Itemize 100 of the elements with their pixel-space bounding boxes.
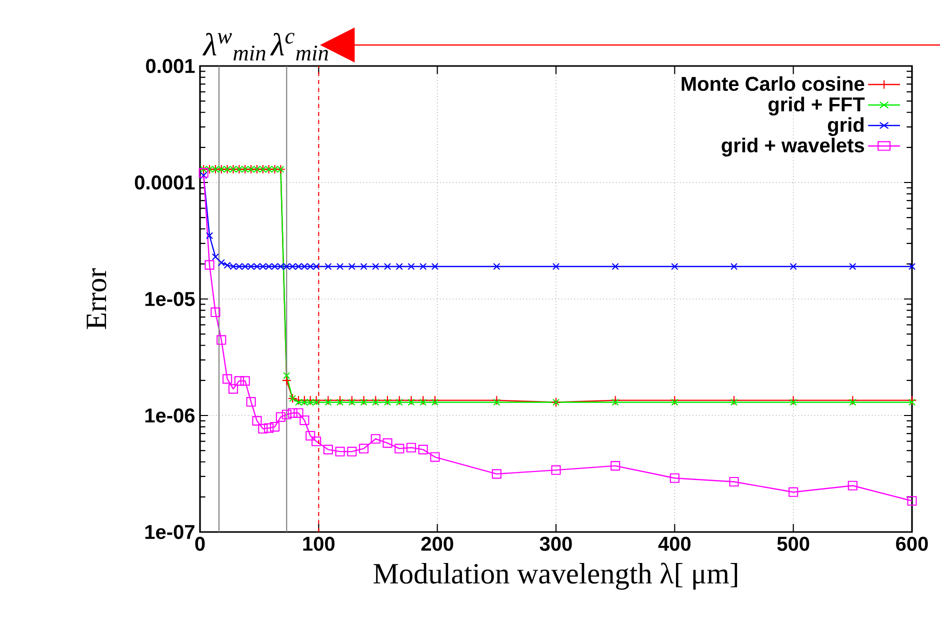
point [384,262,392,270]
point [671,262,678,270]
point [228,384,238,394]
point [790,262,797,270]
point [396,398,403,406]
point [848,480,858,490]
y-tick-label: 1e-06 [145,408,195,423]
point [323,444,333,454]
point [212,253,219,260]
y-tick-label: 1e-07 [145,524,194,540]
point [370,434,380,444]
point [264,423,274,433]
point [849,262,856,270]
point [551,465,561,475]
point [270,422,280,432]
point [610,461,620,471]
y-tick-label: 0.001 [146,58,195,74]
point [430,396,440,406]
point [336,262,344,270]
point [493,398,500,406]
point [282,410,292,420]
point [670,396,680,406]
point [252,416,262,426]
y-tick-label: 0.0001 [134,175,195,190]
point [282,376,292,386]
point [348,262,356,270]
point [335,396,345,406]
point [671,398,678,406]
point [408,398,415,406]
point [210,307,220,318]
point [335,446,345,456]
point [216,335,226,345]
point [306,430,316,441]
point [311,436,322,446]
point [493,262,500,270]
ref-line-label: λ$^{w}$min [202,32,266,60]
x-tick-label: 600 [896,536,928,551]
x-axis-title: Modulation wavelength λ[ μm] [374,562,738,590]
point [612,398,619,406]
point [360,398,368,406]
point [347,446,357,456]
point [406,442,416,452]
point [324,262,332,270]
point [206,232,214,240]
point [234,376,244,386]
point [300,415,310,426]
point [418,444,428,454]
x-tick-label: 0 [195,536,205,551]
point [552,262,560,270]
ref-line-label: λ$^{c}$min [270,32,328,60]
point [204,260,214,270]
point [431,398,439,406]
point [276,412,286,422]
point [396,262,403,270]
point [384,398,392,406]
legend-label: grid + FFT [768,96,865,116]
x-tick-label: 200 [421,536,454,551]
legend-label: grid [828,117,864,136]
point [360,262,368,270]
point [431,262,439,270]
point [222,374,232,384]
point [492,469,502,479]
point [612,262,619,270]
legend-label: grid + wavelets [722,138,864,156]
x-tick-label: 400 [658,536,691,551]
point [670,473,680,483]
point [198,168,208,178]
point [788,396,798,406]
point [908,262,916,270]
point [610,396,620,406]
point [908,398,916,406]
point [358,444,369,454]
point [788,487,798,497]
point [420,398,427,406]
point [492,396,502,406]
point [907,396,917,406]
point [729,396,739,406]
point [323,396,333,406]
point [408,262,415,270]
point [200,172,208,179]
point [790,398,797,406]
point [394,444,404,454]
point [370,396,380,406]
point [907,496,917,506]
point [324,398,332,406]
legend-label: Monte Carlo cosine [682,76,864,91]
point [406,396,416,406]
point [283,372,290,380]
point [372,262,380,270]
y-tick-label: 1e-05 [145,292,195,306]
point [382,438,392,448]
point [848,396,858,406]
point [246,397,256,407]
point [420,262,427,270]
point [258,424,268,434]
point [418,396,428,406]
point [358,396,369,406]
point [394,396,404,406]
point [729,476,739,487]
point [382,396,392,406]
